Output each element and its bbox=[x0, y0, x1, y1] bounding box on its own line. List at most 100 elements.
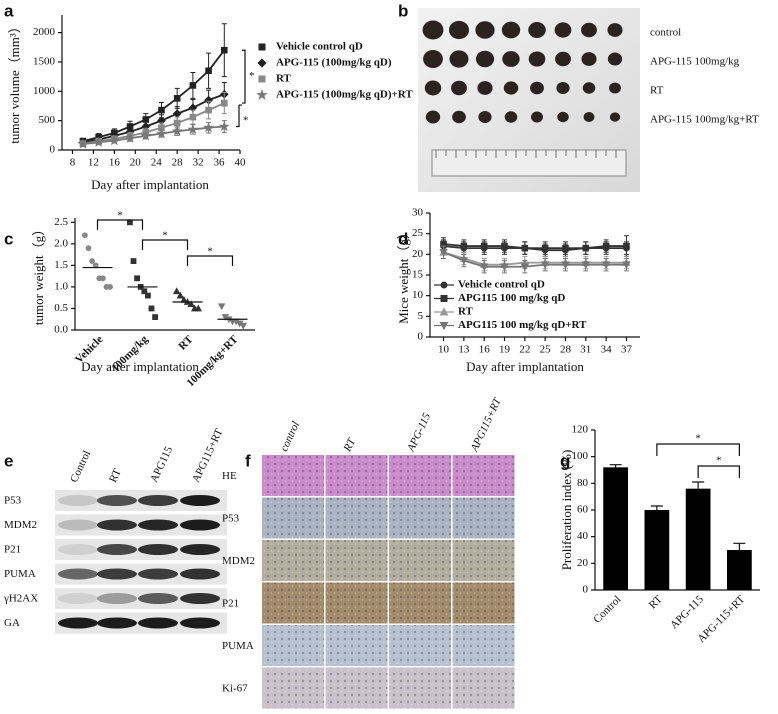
significance-bracket bbox=[186, 255, 234, 266]
marker bbox=[239, 322, 248, 330]
blot-band bbox=[180, 495, 220, 506]
ihc-texture bbox=[389, 497, 451, 539]
y-tick-label: 20 bbox=[412, 248, 424, 260]
ihc-texture bbox=[325, 625, 388, 666]
marker bbox=[158, 106, 165, 114]
ihc-texture bbox=[452, 625, 515, 666]
marker bbox=[145, 292, 151, 299]
significance-bracket bbox=[242, 49, 246, 104]
x-tick-label: RT bbox=[176, 333, 195, 352]
ihc-texture bbox=[389, 540, 451, 581]
bar bbox=[603, 467, 628, 590]
blot-band bbox=[138, 568, 178, 580]
x-tick-label: 36 bbox=[214, 157, 226, 169]
marker bbox=[82, 232, 88, 239]
series-line bbox=[443, 251, 627, 268]
ihc-texture bbox=[452, 455, 515, 496]
x-tick-label: 25 bbox=[540, 344, 552, 356]
marker bbox=[601, 261, 611, 270]
tumor bbox=[607, 52, 623, 66]
blot-band bbox=[58, 544, 98, 555]
tumor bbox=[503, 81, 519, 95]
x-tick-label: 12 bbox=[88, 157, 99, 169]
row-label: PUMA bbox=[4, 568, 36, 580]
marker bbox=[602, 242, 610, 250]
ihc-texture bbox=[325, 540, 388, 581]
blot-band bbox=[138, 495, 178, 506]
marker bbox=[460, 242, 468, 250]
marker bbox=[440, 295, 448, 302]
series-line bbox=[443, 243, 627, 250]
tumor bbox=[451, 80, 467, 96]
y-tick-label: 0 bbox=[583, 584, 589, 596]
ruler-ticks bbox=[435, 150, 617, 158]
tumor bbox=[557, 111, 569, 123]
marker bbox=[257, 58, 267, 68]
significance-bracket bbox=[96, 219, 144, 230]
y-tick-label: 1.0 bbox=[54, 280, 68, 292]
blot-band bbox=[180, 544, 220, 555]
y-tick-label: 0 bbox=[418, 331, 424, 343]
marker bbox=[187, 300, 195, 308]
x-axis-label: Day after implantation bbox=[91, 177, 209, 192]
marker bbox=[220, 99, 228, 107]
marker bbox=[173, 119, 181, 127]
tumor bbox=[422, 20, 444, 40]
tumor bbox=[581, 22, 597, 38]
x-tick-label: 20 bbox=[130, 157, 142, 169]
tumor bbox=[528, 51, 546, 67]
tumor bbox=[582, 82, 596, 94]
ihc-texture bbox=[452, 497, 515, 539]
y-tick-label: 30 bbox=[412, 207, 424, 219]
row-label: control bbox=[650, 27, 681, 39]
error-bar bbox=[650, 505, 663, 510]
y-tick-label: 1500 bbox=[33, 55, 56, 67]
x-tick-label: 16 bbox=[479, 344, 491, 356]
y-tick-label: 60 bbox=[577, 504, 589, 516]
marker bbox=[622, 261, 631, 270]
panel-letter: d bbox=[398, 229, 408, 248]
marker bbox=[124, 132, 136, 143]
marker bbox=[220, 46, 228, 54]
ihc-texture bbox=[262, 582, 324, 624]
marker bbox=[152, 314, 158, 320]
y-axis-label: Mice weight（g） bbox=[396, 226, 411, 324]
y-tick-label: 0.5 bbox=[54, 302, 68, 314]
tumor bbox=[530, 111, 544, 123]
blot-band bbox=[97, 617, 137, 629]
y-tick-label: 0.0 bbox=[54, 324, 68, 336]
marker bbox=[581, 261, 591, 270]
marker bbox=[172, 287, 181, 295]
blot-band bbox=[58, 495, 98, 506]
tumor bbox=[449, 50, 469, 68]
ihc-texture bbox=[389, 455, 451, 496]
tumor bbox=[502, 51, 520, 67]
row-label: GA bbox=[4, 617, 20, 629]
tumors bbox=[422, 20, 623, 124]
significance-label: * bbox=[243, 114, 249, 126]
ihc-texture bbox=[389, 625, 451, 666]
marker bbox=[258, 43, 266, 51]
blot-band bbox=[97, 568, 137, 580]
significance-label: * bbox=[716, 455, 722, 467]
tumor bbox=[555, 51, 571, 67]
blot-band bbox=[180, 568, 220, 580]
ruler bbox=[431, 149, 627, 177]
ihc-texture bbox=[262, 540, 324, 581]
bar bbox=[685, 488, 711, 590]
panel-letter: a bbox=[4, 1, 14, 20]
row-label: MDM2 bbox=[4, 519, 37, 531]
marker bbox=[89, 258, 95, 264]
tumor bbox=[423, 50, 443, 68]
bar bbox=[644, 510, 670, 590]
tumor bbox=[609, 112, 621, 122]
marker bbox=[77, 138, 89, 149]
ihc-texture bbox=[262, 497, 324, 539]
blot-band bbox=[180, 593, 220, 604]
row-label: P21 bbox=[222, 597, 239, 609]
blot-band bbox=[138, 617, 178, 629]
y-tick-label: 2000 bbox=[33, 26, 56, 38]
tumor bbox=[556, 82, 570, 94]
marker bbox=[93, 136, 105, 147]
